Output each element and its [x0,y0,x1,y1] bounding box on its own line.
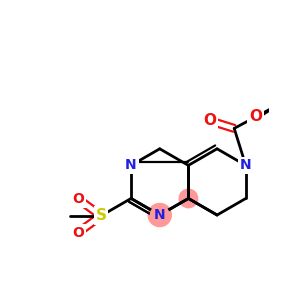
Circle shape [148,203,171,226]
Text: O: O [72,226,84,240]
Text: O: O [249,110,262,124]
Text: O: O [72,192,84,206]
Text: N: N [154,208,166,222]
Text: S: S [95,208,106,223]
Text: N: N [240,158,252,172]
Text: O: O [203,113,216,128]
Text: N: N [125,158,137,172]
Circle shape [179,189,198,208]
